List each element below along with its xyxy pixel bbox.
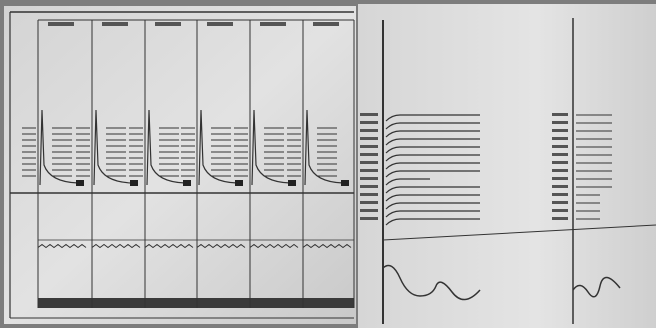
- spike-trace: [146, 109, 186, 186]
- level-label: [360, 161, 378, 164]
- level-trace: [385, 162, 480, 170]
- level-label: [360, 209, 378, 212]
- level-label: [360, 193, 378, 196]
- lower-trace: [91, 243, 141, 249]
- level-trace: [385, 210, 480, 218]
- header-label: [48, 22, 74, 26]
- level-trace: [385, 130, 480, 138]
- header-label: [313, 22, 339, 26]
- marker: [183, 180, 191, 186]
- level-label: [552, 129, 568, 132]
- level-label: [552, 113, 568, 116]
- level-label: [552, 161, 568, 164]
- level-label: [360, 137, 378, 140]
- left-sheet: [4, 6, 356, 324]
- level-label: [552, 193, 568, 196]
- marker: [341, 180, 349, 186]
- level-label: [360, 121, 378, 124]
- level-trace: [385, 202, 480, 210]
- lower-trace: [37, 243, 87, 249]
- evoked-trace: [382, 264, 481, 301]
- header-label: [155, 22, 181, 26]
- level-label: [552, 209, 568, 212]
- header-label: [102, 22, 128, 26]
- level-trace: [385, 154, 480, 162]
- level-trace: [385, 194, 480, 202]
- level-label: [360, 113, 378, 116]
- lower-trace: [249, 243, 299, 249]
- spike-trace: [39, 109, 79, 186]
- level-trace: [385, 170, 480, 178]
- level-label: [552, 145, 568, 148]
- level-label: [552, 201, 568, 204]
- level-trace: [385, 114, 480, 122]
- spike-trace: [304, 109, 344, 186]
- level-label: [552, 217, 568, 220]
- marker: [235, 180, 243, 186]
- level-label: [360, 153, 378, 156]
- level-label: [360, 145, 378, 148]
- level-label: [360, 185, 378, 188]
- spike-trace: [198, 109, 238, 186]
- level-trace: [385, 218, 480, 226]
- right-recording: [360, 18, 656, 324]
- level-label: [360, 169, 378, 172]
- level-label: [360, 129, 378, 132]
- baseline: [382, 224, 656, 241]
- level-label: [552, 185, 568, 188]
- lower-trace: [196, 243, 246, 249]
- level-label: [360, 217, 378, 220]
- header-label: [260, 22, 286, 26]
- lower-trace: [302, 243, 352, 249]
- spike-trace: [251, 109, 291, 186]
- level-trace: [385, 186, 480, 194]
- level-trace: [385, 138, 480, 146]
- level-label: [552, 137, 568, 140]
- level-label: [552, 177, 568, 180]
- spike-trace: [93, 109, 133, 186]
- header-label: [207, 22, 233, 26]
- marker: [288, 180, 296, 186]
- level-label: [360, 177, 378, 180]
- lower-trace: [144, 243, 194, 249]
- right-sheet: [358, 4, 656, 328]
- level-trace: [385, 178, 430, 186]
- footer-band: [38, 298, 354, 308]
- marker: [76, 180, 84, 186]
- level-trace: [385, 146, 480, 154]
- level-label: [552, 169, 568, 172]
- level-label: [360, 201, 378, 204]
- marker: [130, 180, 138, 186]
- left-recording: [9, 11, 355, 319]
- level-label: [552, 153, 568, 156]
- evoked-trace: [572, 276, 621, 298]
- level-label: [552, 121, 568, 124]
- level-trace: [385, 122, 480, 130]
